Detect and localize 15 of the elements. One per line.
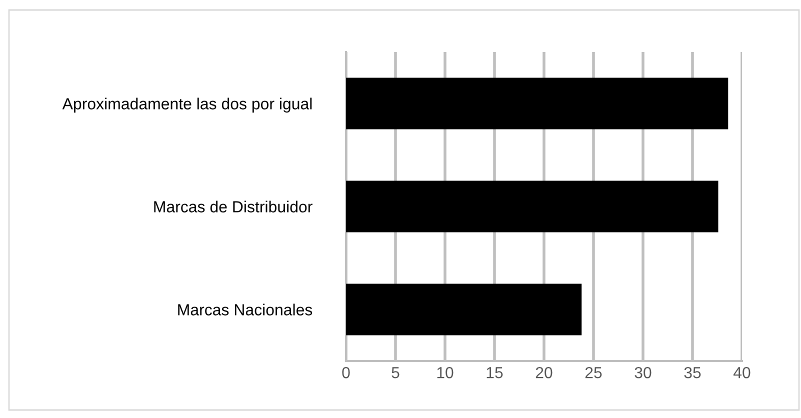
x-tick-label: 30 xyxy=(634,366,652,378)
x-tick-label: 20 xyxy=(536,366,552,378)
x-tick-label: 0 xyxy=(342,366,350,378)
x-tick-label: 25 xyxy=(585,366,602,378)
bar xyxy=(346,78,728,130)
x-tick-label: 40 xyxy=(733,366,750,378)
y-tick-label: Aproximadamente las dos por igual xyxy=(62,98,312,113)
x-tick-label: 15 xyxy=(486,367,503,378)
x-tick-label: 35 xyxy=(684,366,701,378)
bar xyxy=(346,180,718,232)
y-tick-label: Marcas Nacionales xyxy=(178,304,312,316)
x-tick-label: 5 xyxy=(392,367,400,378)
x-tick-label: 10 xyxy=(437,366,454,378)
y-tick-label: Marcas de Distribuidor xyxy=(154,200,312,212)
bar xyxy=(346,284,582,336)
